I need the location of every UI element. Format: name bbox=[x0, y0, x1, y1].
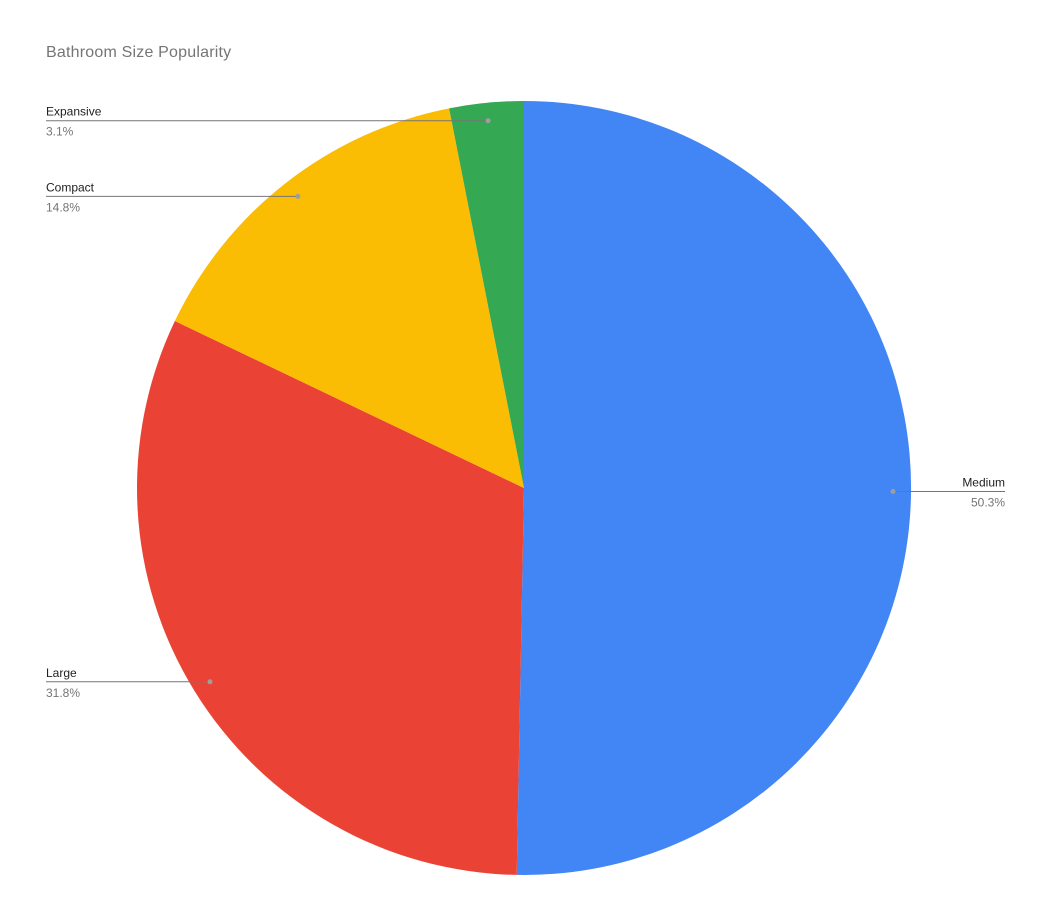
slice-label: Expansive bbox=[46, 105, 102, 119]
callout-dot bbox=[207, 679, 213, 685]
pie-slice-large[interactable] bbox=[136, 321, 525, 875]
pie-slice-expansive[interactable] bbox=[449, 101, 524, 488]
slice-percent: 14.8% bbox=[46, 200, 80, 214]
callout-dot bbox=[485, 118, 491, 124]
pie-slice-medium[interactable] bbox=[516, 101, 912, 875]
slice-label: Medium bbox=[962, 476, 1005, 490]
callout-dot bbox=[295, 193, 301, 199]
slice-percent: 31.8% bbox=[46, 686, 80, 700]
callout-dot bbox=[890, 489, 896, 494]
chart-title: Bathroom Size Popularity bbox=[46, 44, 232, 61]
slice-label: Compact bbox=[46, 180, 95, 194]
slice-label: Large bbox=[46, 666, 77, 680]
slice-percent: 50.3% bbox=[971, 496, 1005, 510]
slice-percent: 3.1% bbox=[46, 125, 74, 139]
pie-slice-compact[interactable] bbox=[174, 108, 524, 488]
